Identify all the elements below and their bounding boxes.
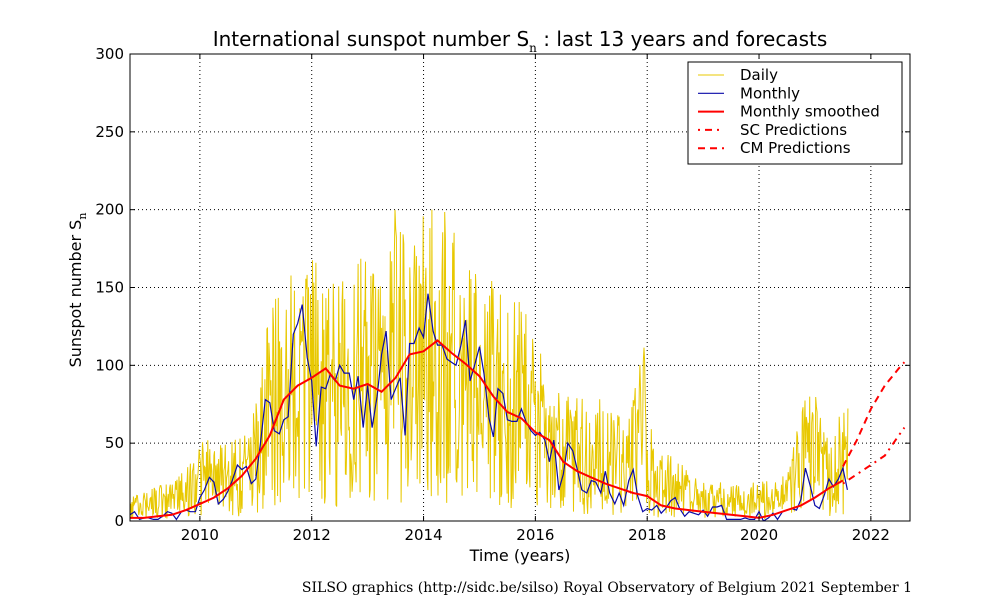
y-tick-label: 0 bbox=[114, 512, 124, 530]
y-tick-label: 100 bbox=[95, 356, 124, 374]
y-tick-label: 300 bbox=[95, 45, 124, 63]
series-layer bbox=[130, 209, 906, 521]
x-axis-label: Time (years) bbox=[469, 546, 571, 565]
y-axis-label-subscript: n bbox=[76, 213, 89, 220]
legend-label: Daily bbox=[740, 66, 778, 84]
legend-label: Monthly smoothed bbox=[740, 103, 880, 121]
chart-title-subscript: n bbox=[529, 41, 537, 55]
x-tick-label: 2022 bbox=[852, 526, 890, 544]
y-axis-label-main: Sunspot number S bbox=[66, 220, 85, 368]
y-tick-label: 150 bbox=[95, 279, 124, 297]
series-sc-predictions bbox=[842, 427, 906, 485]
x-tick-label: 2020 bbox=[740, 526, 778, 544]
y-tick-label: 50 bbox=[105, 434, 124, 452]
legend-label: CM Predictions bbox=[740, 139, 851, 157]
series-monthly bbox=[130, 293, 848, 521]
y-tick-label: 200 bbox=[95, 201, 124, 219]
y-tick-label: 250 bbox=[95, 123, 124, 141]
x-tick-label: 2016 bbox=[516, 526, 554, 544]
legend-label: Monthly bbox=[740, 84, 800, 102]
x-tick-label: 2012 bbox=[293, 526, 331, 544]
y-axis-label: Sunspot number Sn bbox=[66, 213, 89, 368]
chart-title-rest: : last 13 years and forecasts bbox=[537, 27, 827, 51]
x-tick-label: 2014 bbox=[404, 526, 442, 544]
x-tick-label: 2010 bbox=[181, 526, 219, 544]
ticks: 2010 2012 2014 2016 2018 2020 2022 0 50 100 150 200… bbox=[95, 45, 910, 544]
series-monthly-smoothed bbox=[130, 339, 844, 519]
x-tick-label: 2018 bbox=[628, 526, 666, 544]
legend-label: SC Predictions bbox=[740, 121, 847, 139]
legend-box bbox=[687, 61, 903, 165]
footer-credit: SILSO graphics (http://sidc.be/silso) Ro… bbox=[301, 580, 912, 596]
chart-title-main: International sunspot number S bbox=[213, 27, 529, 51]
series-cm-predictions bbox=[842, 361, 906, 467]
chart-title: International sunspot number Sn : last 1… bbox=[213, 27, 828, 55]
